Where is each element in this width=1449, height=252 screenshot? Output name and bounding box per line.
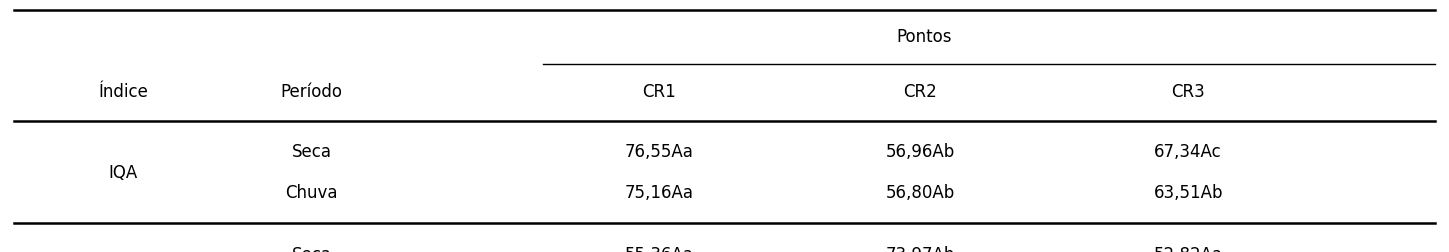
Text: 76,55Aa: 76,55Aa <box>625 143 694 162</box>
Text: 63,51Ab: 63,51Ab <box>1153 184 1223 202</box>
Text: Seca: Seca <box>291 245 332 252</box>
Text: CR2: CR2 <box>903 83 938 101</box>
Text: 55,36Aa: 55,36Aa <box>625 245 694 252</box>
Text: CR3: CR3 <box>1171 83 1206 101</box>
Text: Pontos: Pontos <box>895 27 952 46</box>
Text: IQA: IQA <box>109 164 138 182</box>
Text: Seca: Seca <box>291 143 332 162</box>
Text: 52,82Aa: 52,82Aa <box>1153 245 1223 252</box>
Text: 75,16Aa: 75,16Aa <box>625 184 694 202</box>
Text: 67,34Ac: 67,34Ac <box>1155 143 1222 162</box>
Text: 56,80Ab: 56,80Ab <box>885 184 955 202</box>
Text: 73,97Ab: 73,97Ab <box>885 245 955 252</box>
Text: Período: Período <box>281 83 342 101</box>
Text: 56,96Ab: 56,96Ab <box>885 143 955 162</box>
Text: CR1: CR1 <box>642 83 677 101</box>
Text: Índice: Índice <box>99 83 148 101</box>
Text: Chuva: Chuva <box>285 184 338 202</box>
